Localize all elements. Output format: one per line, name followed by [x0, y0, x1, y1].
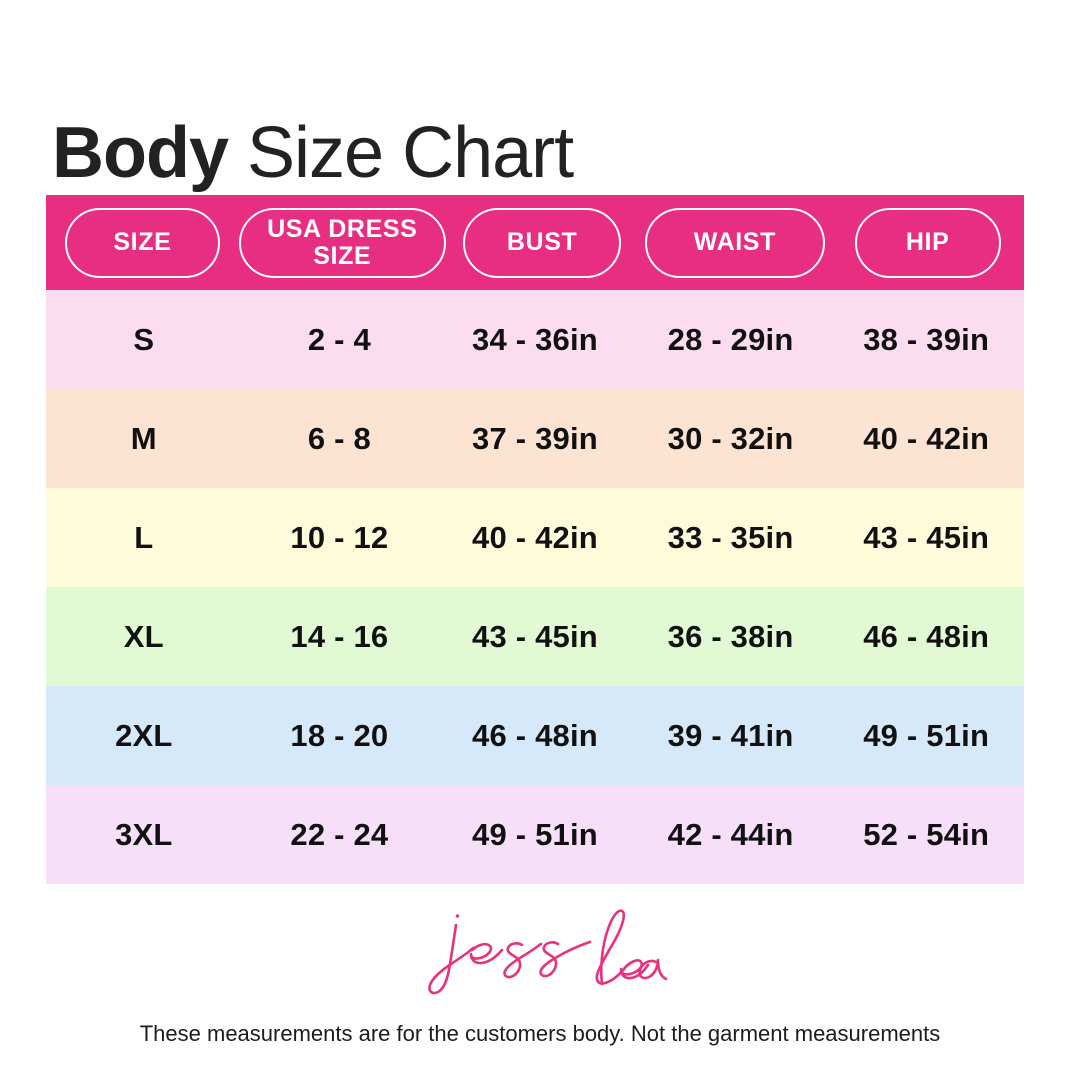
cell-hip: 46 - 48in [863, 618, 990, 654]
cell-usa-dress-size: 14 - 16 [290, 618, 389, 654]
table-row: 2XL 18 - 20 46 - 48in 39 - 41in 49 - 51i… [46, 686, 1024, 785]
header-pill-waist: WAIST [644, 207, 825, 278]
page-title-bold: Body [52, 113, 229, 194]
cell-size: L [134, 519, 154, 555]
cell-size: S [133, 321, 155, 357]
header-cell-hip: HIP [831, 195, 1024, 290]
cell-usa-dress-size: 2 - 4 [307, 321, 371, 357]
cell-usa-dress-size: 6 - 8 [307, 420, 371, 456]
header-pill-hip: HIP [854, 207, 1001, 278]
cell-waist: 30 - 32in [667, 420, 794, 456]
cell-bust: 34 - 36in [472, 321, 598, 357]
page-title: Body Size Chart [52, 110, 574, 196]
cell-size: 2XL [115, 717, 173, 753]
size-chart-table: SIZE USA DRESS SIZE BUST WAIST HIP S 2 -… [46, 195, 1024, 884]
cell-usa-dress-size: 18 - 20 [290, 717, 389, 753]
header-cell-waist: WAIST [639, 195, 832, 290]
cell-hip: 38 - 39in [863, 321, 990, 357]
table-row: L 10 - 12 40 - 42in 33 - 35in 43 - 45in [46, 488, 1024, 587]
table-row: S 2 - 4 34 - 36in 28 - 29in 38 - 39in [46, 290, 1024, 389]
cell-waist: 42 - 44in [667, 816, 794, 852]
table-row: 3XL 22 - 24 49 - 51in 42 - 44in 52 - 54i… [46, 785, 1024, 884]
cell-size: XL [123, 618, 164, 654]
table-header-row: SIZE USA DRESS SIZE BUST WAIST HIP [46, 195, 1024, 290]
header-cell-usa-dress-size: USA DRESS SIZE [238, 195, 446, 290]
cell-waist: 39 - 41in [667, 717, 794, 753]
cell-bust: 37 - 39in [472, 420, 598, 456]
cell-hip: 49 - 51in [863, 717, 990, 753]
cell-bust: 40 - 42in [472, 519, 598, 555]
page-title-light: Size Chart [228, 113, 574, 194]
table-row: XL 14 - 16 43 - 45in 36 - 38in 46 - 48in [46, 587, 1024, 686]
cell-size: 3XL [115, 816, 173, 852]
cell-waist: 28 - 29in [667, 321, 794, 357]
header-cell-size: SIZE [46, 195, 239, 290]
table-row: M 6 - 8 37 - 39in 30 - 32in 40 - 42in [46, 389, 1024, 488]
footer-note: These measurements are for the customers… [139, 1021, 941, 1046]
cell-waist: 33 - 35in [667, 519, 794, 555]
cell-waist: 36 - 38in [667, 618, 794, 654]
header-pill-size: SIZE [64, 207, 220, 278]
header-cell-bust: BUST [446, 195, 639, 290]
cell-hip: 43 - 45in [863, 519, 990, 555]
cell-hip: 40 - 42in [863, 420, 990, 456]
cell-usa-dress-size: 22 - 24 [290, 816, 389, 852]
cell-bust: 49 - 51in [472, 816, 598, 852]
header-pill-bust: BUST [463, 207, 622, 278]
cell-usa-dress-size: 10 - 12 [290, 519, 389, 555]
cell-bust: 43 - 45in [472, 618, 598, 654]
cell-hip: 52 - 54in [863, 816, 990, 852]
cell-bust: 46 - 48in [472, 717, 598, 753]
header-pill-usa-dress-size: USA DRESS SIZE [238, 207, 446, 278]
script-signature-logo [410, 898, 670, 998]
cell-size: M [130, 420, 157, 456]
